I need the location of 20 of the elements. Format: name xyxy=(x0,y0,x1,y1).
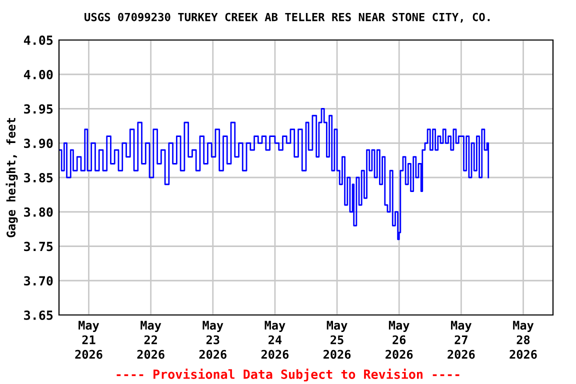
x-tick-label: May 26 2026 xyxy=(386,320,413,359)
y-tick-label: 3.95 xyxy=(24,104,53,114)
x-tick-label: May 28 2026 xyxy=(510,320,537,359)
x-tick-label: May 27 2026 xyxy=(448,320,475,359)
y-tick-label: 3.75 xyxy=(24,242,53,252)
x-tick-label: May 23 2026 xyxy=(199,320,226,359)
y-tick-label: 3.90 xyxy=(24,138,53,148)
x-tick-label: May 21 2026 xyxy=(75,320,102,359)
x-tick-label: May 25 2026 xyxy=(323,320,351,359)
text: ---- Provisional Data Subject to Revision ---- xyxy=(116,368,460,382)
x-tick-label: May 22 2026 xyxy=(137,320,164,359)
x-tick-label: May 24 2026 xyxy=(261,320,289,359)
y-tick-label: 3.70 xyxy=(24,276,53,286)
y-tick-label: 4.05 xyxy=(24,35,53,45)
y-tick-label: 4.00 xyxy=(24,70,53,80)
y-tick-label: 3.80 xyxy=(24,207,53,217)
y-axis-title: Gage height, feet xyxy=(6,118,18,238)
y-tick-label: 3.65 xyxy=(24,310,53,320)
chart-title: USGS 07099230 TURKEY CREEK AB TELLER RES NEAR STONE CITY, CO. xyxy=(84,12,490,23)
y-tick-label: 3.85 xyxy=(24,172,53,182)
